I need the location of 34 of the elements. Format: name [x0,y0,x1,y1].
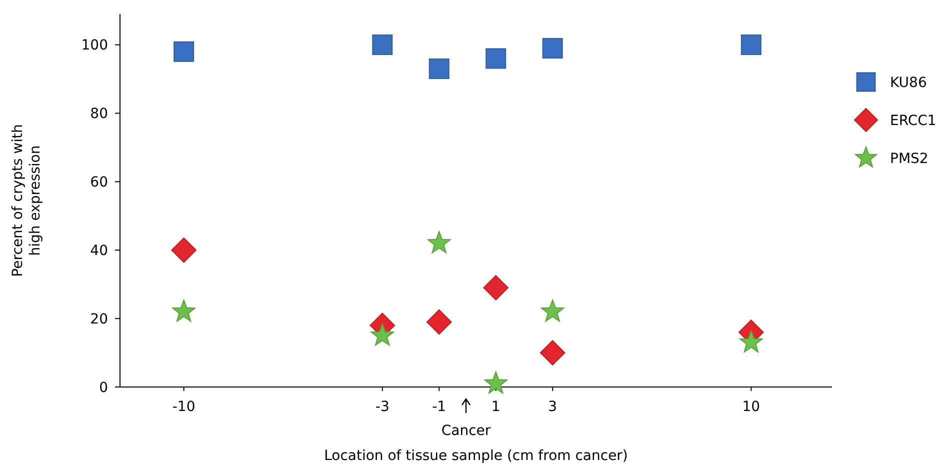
y-tick-label: 40 [90,243,108,260]
x-tick-label: 1 [491,399,500,415]
point [172,300,196,322]
point [540,300,564,322]
point [428,58,450,79]
point [372,34,393,56]
point [484,371,508,394]
y-tick-label: 20 [90,311,108,328]
x-tick-label: -10 [172,399,196,415]
point [174,41,194,62]
y-axis-title: Percent of crypts with high expression [10,124,44,277]
y-tick-label: 60 [90,174,108,191]
legend-label: KU86 [890,74,927,91]
point [483,275,509,300]
text: Cancer [441,423,491,439]
point [740,34,762,56]
y-tick-label: 100 [81,38,108,54]
x-tick-label: -3 [375,399,390,415]
point [171,237,197,263]
point [426,309,452,335]
y-tick-label: 0 [99,380,108,396]
x-axis-title: Location of tissue sample (cm from cancer) [324,448,628,464]
legend-label: PMS2 [890,150,928,167]
x-tick-label: 10 [742,399,760,415]
point [540,340,566,366]
x-tick-label: -1 [432,399,446,415]
legend-label: ERCC1 [890,112,936,129]
x-tick-label: 3 [548,399,558,415]
y-tick-label: 80 [90,106,108,122]
point [486,48,506,69]
point [542,38,563,58]
point [428,231,451,254]
point [370,323,394,346]
point [740,330,763,352]
